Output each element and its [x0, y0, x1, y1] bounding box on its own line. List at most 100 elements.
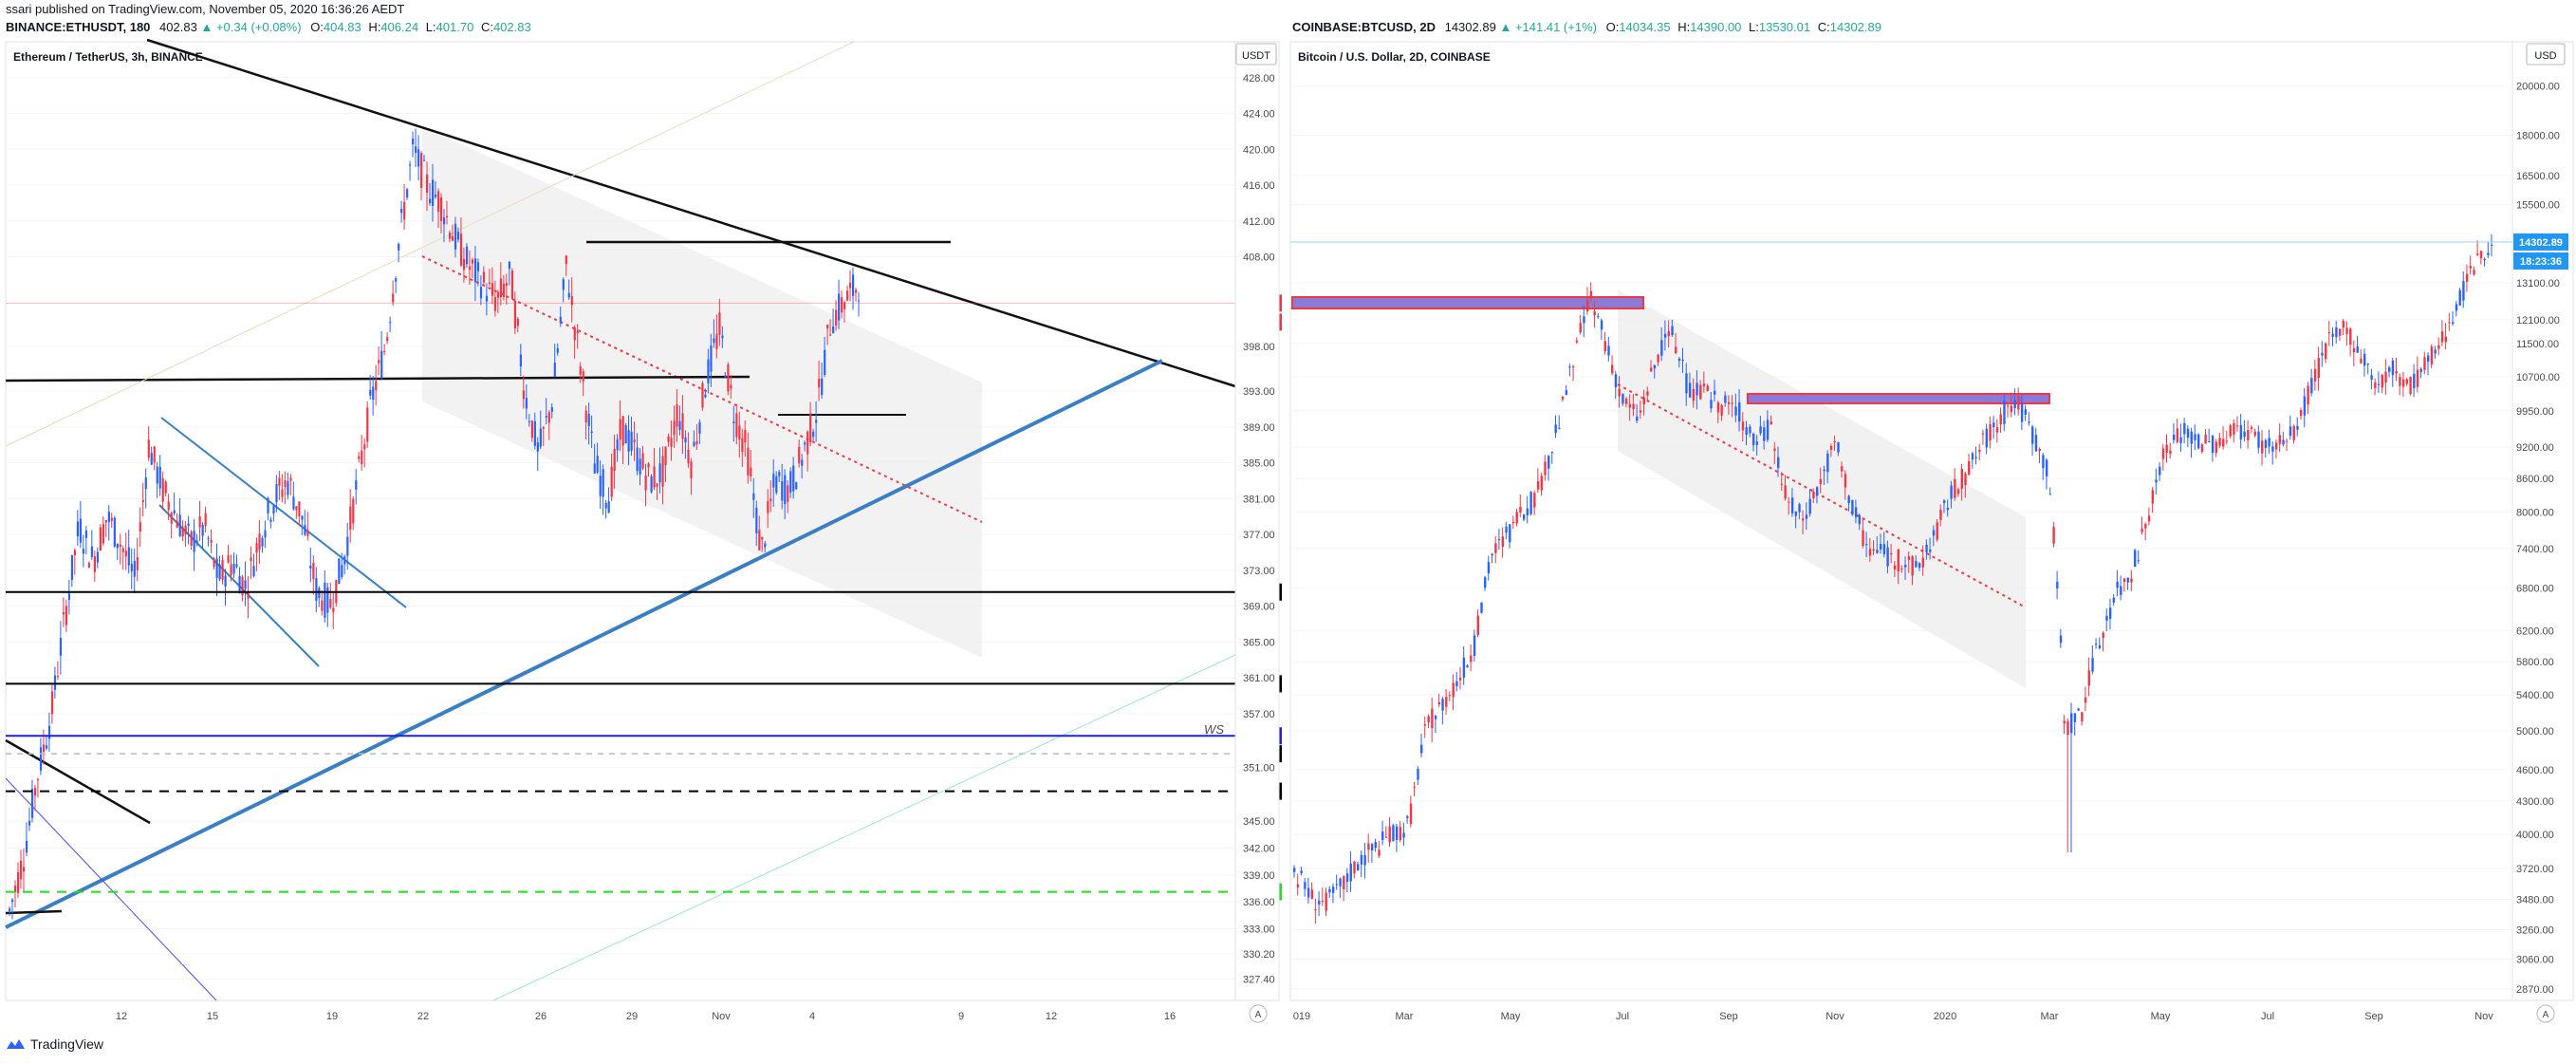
- btc-candle-body: [1614, 374, 1618, 388]
- eth-thin-tan-line[interactable]: [5, 41, 855, 447]
- eth-candle-body: [553, 363, 556, 377]
- eth-y-tick-label: 385.00: [1243, 458, 1275, 470]
- eth-candle-body: [170, 513, 173, 524]
- btc-candle-body: [1706, 385, 1709, 391]
- eth-candle-body: [818, 379, 821, 388]
- btc-candle-body: [2126, 577, 2129, 583]
- btc-y-tick-label: 13100.00: [2516, 278, 2560, 289]
- btc-candle-body: [1837, 441, 1840, 453]
- btc-candle-body: [2413, 373, 2416, 389]
- eth-candle-body: [593, 463, 596, 474]
- eth-ascending-trendline[interactable]: [5, 359, 1163, 929]
- btc-candle-body: [2416, 369, 2419, 387]
- eth-candle-body: [400, 209, 403, 214]
- eth-currency-label[interactable]: USDT: [1242, 50, 1270, 62]
- btc-candle-body: [2462, 281, 2465, 301]
- btc-candle-body: [2017, 395, 2020, 410]
- eth-candle-body: [826, 324, 829, 329]
- eth-price-axis[interactable]: [1234, 41, 1280, 1001]
- btc-candle-body: [1802, 518, 1805, 521]
- eth-small-base[interactable]: [5, 909, 63, 915]
- tradingview-logo[interactable]: TradingView: [6, 1036, 103, 1052]
- btc-candle-body: [1501, 536, 1505, 548]
- btc-candle-body: [2042, 455, 2045, 469]
- btc-candle-body: [2250, 426, 2253, 429]
- eth-candle-body: [465, 246, 469, 265]
- eth-y-tick-label: 342.00: [1243, 844, 1275, 855]
- eth-candle-body: [210, 539, 213, 544]
- btc-candle-body: [2247, 429, 2250, 440]
- eth-candle-body: [673, 420, 676, 436]
- svg-text:14302.89: 14302.89: [2519, 237, 2563, 249]
- btc-channel-midline[interactable]: [1617, 383, 2027, 608]
- btc-candle-body: [1646, 391, 1649, 396]
- btc-currency-label[interactable]: USD: [2534, 50, 2556, 62]
- btc-symbol[interactable]: COINBASE:BTCUSD, 2D: [1292, 20, 1436, 34]
- btc-candle-body: [1904, 565, 1907, 568]
- eth-candle-body: [562, 279, 565, 290]
- eth-candle-body: [329, 599, 332, 608]
- btc-candle-body: [2278, 435, 2282, 444]
- eth-thin-teal-line[interactable]: [492, 654, 1236, 1001]
- btc-candle-body: [1766, 420, 1770, 440]
- eth-x-tick-label: 4: [809, 1011, 815, 1022]
- eth-flag-upper[interactable]: [160, 417, 407, 608]
- eth-y-tick-label: 377.00: [1243, 530, 1275, 541]
- btc-candle-body: [2225, 440, 2229, 442]
- btc-price-axis[interactable]: [2511, 41, 2574, 1001]
- eth-candle-body: [806, 431, 809, 455]
- btc-candle-body: [2197, 434, 2200, 449]
- btc-candle-body: [1536, 481, 1540, 490]
- eth-candle-body: [812, 431, 815, 438]
- btc-candle-body: [1921, 557, 1925, 568]
- eth-candle-body: [30, 788, 34, 818]
- btc-auto-scale-button[interactable]: [2536, 1004, 2555, 1023]
- eth-candle-body: [505, 283, 509, 287]
- eth-auto-scale-button[interactable]: [1249, 1004, 1268, 1023]
- btc-candle-body: [2444, 336, 2448, 343]
- eth-candle-body: [570, 296, 573, 306]
- eth-candle-body: [829, 334, 832, 336]
- btc-candle-body: [2059, 635, 2063, 644]
- eth-candle-body: [67, 593, 71, 601]
- btc-candle-body: [1476, 615, 1479, 635]
- btc-y-tick-label: 16500.00: [2516, 171, 2560, 182]
- btc-candle-body: [1755, 441, 1759, 445]
- btc-change: +141.41 (+1%): [1514, 20, 1597, 34]
- btc-candle-body: [2134, 550, 2137, 568]
- eth-horizontal-ray[interactable]: [5, 375, 751, 383]
- btc-parallel-channel[interactable]: [1618, 289, 2026, 688]
- eth-chart-pane[interactable]: Ethereum / TetherUS, 3h, BINANCE 402.832…: [5, 38, 1282, 1023]
- btc-candle-body: [2426, 355, 2430, 363]
- btc-candle-body: [1335, 884, 1339, 886]
- btc-candle-body: [1819, 478, 1823, 484]
- btc-candle-body: [2434, 349, 2437, 354]
- eth-symbol[interactable]: BINANCE:ETHUSDT, 180: [6, 20, 151, 34]
- btc-resistance-zone-2[interactable]: [1747, 393, 2050, 404]
- btc-candle-body: [1636, 416, 1639, 421]
- eth-candle-body: [380, 350, 383, 378]
- btc-candle-body: [2448, 322, 2451, 324]
- eth-candle-body: [62, 611, 65, 615]
- eth-candle-body: [852, 274, 855, 296]
- btc-candle-body: [1847, 495, 1850, 504]
- btc-candle-body: [1558, 427, 1561, 429]
- eth-candle-body: [73, 550, 77, 555]
- eth-thin-blue-line[interactable]: [5, 777, 217, 1001]
- btc-y-tick-label: 9200.00: [2516, 442, 2554, 454]
- btc-chart-pane[interactable]: Bitcoin / U.S. Dollar, 2D, COINBASE 2000…: [1289, 41, 2574, 1023]
- eth-candle-body: [482, 271, 486, 283]
- btc-x-tick-label: 2020: [1934, 1011, 1956, 1022]
- btc-candle-body: [2271, 446, 2274, 452]
- btc-candle-body: [1307, 887, 1310, 898]
- btc-y-tick-label: 3260.00: [2516, 924, 2554, 936]
- eth-candle-body: [636, 447, 639, 472]
- btc-candle-body: [1826, 453, 1829, 473]
- btc-y-tick-label: 4300.00: [2516, 796, 2554, 808]
- btc-candle-body: [1597, 316, 1600, 318]
- eth-descending-trendline[interactable]: [146, 38, 1236, 388]
- eth-candle-body: [213, 558, 215, 568]
- btc-candle-body: [1384, 836, 1388, 838]
- btc-resistance-zone[interactable]: [1291, 296, 1644, 309]
